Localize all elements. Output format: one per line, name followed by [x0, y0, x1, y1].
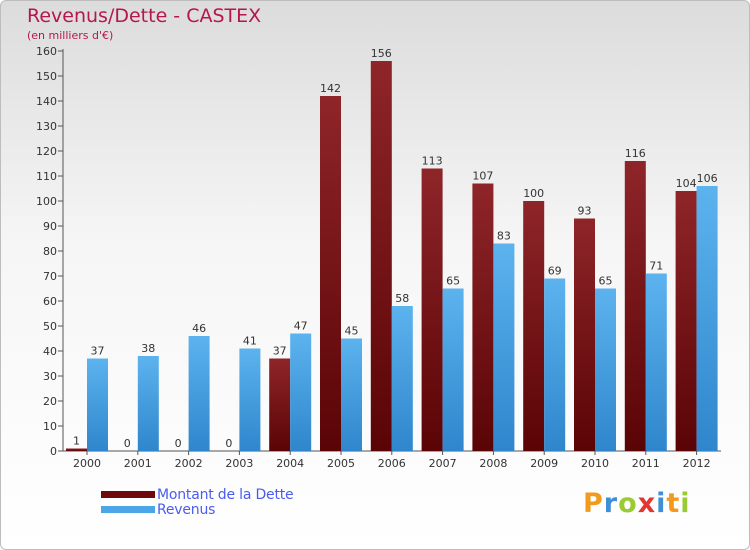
- chart-title: Revenus/Dette - CASTEX: [27, 5, 262, 27]
- legend-item-revenus: Revenus: [101, 501, 293, 518]
- logo-letter: o: [618, 488, 638, 519]
- data-label-dette-2002: 0: [175, 437, 182, 450]
- bar-revenus-2007: [442, 288, 464, 451]
- logo-letter: i: [680, 488, 691, 519]
- bar-revenus-2002: [188, 336, 210, 451]
- x-tick-label: 2009: [530, 457, 558, 470]
- y-tick-label: 150: [36, 70, 57, 83]
- y-tick-label: 80: [43, 245, 57, 258]
- y-tick-label: 50: [43, 320, 57, 333]
- bar-revenus-2005: [341, 338, 362, 451]
- data-label-revenus-2008: 83: [497, 230, 511, 243]
- legend-swatch-dette: [101, 491, 155, 498]
- bar-dette-2009: [523, 201, 545, 451]
- bar-revenus-2010: [595, 288, 616, 451]
- y-tick-label: 60: [43, 295, 57, 308]
- bar-dette-2006: [370, 61, 392, 451]
- bar-dette-2012: [675, 191, 697, 451]
- y-tick-label: 140: [36, 95, 57, 108]
- logo-letter: x: [637, 488, 657, 519]
- data-label-dette-2010: 93: [578, 205, 592, 218]
- y-tick-label: 110: [36, 170, 57, 183]
- y-tick-label: 30: [43, 370, 57, 383]
- proxiti-logo: Proxiti: [583, 488, 691, 519]
- bar-revenus-2006: [391, 306, 413, 451]
- data-label-dette-2007: 113: [422, 155, 443, 168]
- data-label-dette-2011: 116: [625, 147, 646, 160]
- data-label-revenus-2007: 65: [446, 275, 460, 288]
- bar-dette-2004: [269, 358, 291, 451]
- legend-swatch-revenus: [101, 506, 155, 513]
- y-tick-label: 40: [43, 345, 57, 358]
- y-tick-label: 10: [43, 420, 57, 433]
- data-label-revenus-2006: 58: [395, 292, 409, 305]
- data-label-dette-2006: 156: [371, 47, 392, 60]
- bar-revenus-2003: [239, 348, 261, 451]
- bar-dette-2007: [421, 168, 443, 451]
- x-tick-label: 2008: [479, 457, 507, 470]
- x-tick-label: 2002: [175, 457, 203, 470]
- bar-dette-2011: [624, 161, 646, 451]
- data-label-revenus-2004: 47: [294, 320, 308, 333]
- x-tick-label: 2010: [581, 457, 609, 470]
- bar-revenus-2012: [696, 186, 718, 451]
- logo-letter: r: [603, 488, 619, 519]
- bar-revenus-2001: [137, 356, 159, 451]
- chart-subtitle: (en milliers d'€): [27, 29, 114, 42]
- x-tick-label: 2012: [683, 457, 711, 470]
- data-label-revenus-2012: 106: [697, 172, 718, 185]
- x-tick-label: 2005: [327, 457, 355, 470]
- legend: Montant de la Dette Revenus: [101, 486, 294, 518]
- data-label-revenus-2002: 46: [192, 322, 206, 335]
- legend-item-dette: Montant de la Dette: [101, 486, 294, 503]
- y-tick-label: 160: [36, 45, 57, 58]
- y-tick-label: 90: [43, 220, 57, 233]
- x-tick-label: 2003: [225, 457, 253, 470]
- x-tick-label: 2011: [632, 457, 660, 470]
- data-label-revenus-2003: 41: [243, 335, 257, 348]
- legend-label-dette: Montant de la Dette: [157, 486, 294, 503]
- bar-revenus-2000: [87, 358, 108, 451]
- data-label-revenus-2010: 65: [599, 275, 613, 288]
- bar-dette-2000: [66, 448, 87, 451]
- y-tick-label: 100: [36, 195, 57, 208]
- data-label-dette-2009: 100: [523, 187, 544, 200]
- x-tick-label: 2000: [73, 457, 101, 470]
- bar-revenus-2011: [645, 273, 667, 451]
- bar-dette-2010: [574, 218, 595, 451]
- data-label-revenus-2005: 45: [345, 325, 359, 338]
- data-label-dette-2001: 0: [124, 437, 131, 450]
- bar-revenus-2004: [290, 333, 312, 451]
- data-label-dette-2008: 107: [472, 170, 493, 183]
- data-label-dette-2003: 0: [225, 437, 232, 450]
- data-label-dette-2004: 37: [273, 345, 287, 358]
- x-tick-label: 2004: [276, 457, 304, 470]
- y-tick-label: 20: [43, 395, 57, 408]
- logo-letter: P: [583, 488, 604, 519]
- data-label-revenus-2009: 69: [548, 265, 562, 278]
- logo-letter: t: [666, 488, 681, 519]
- x-tick-label: 2006: [378, 457, 406, 470]
- bar-dette-2008: [472, 183, 494, 451]
- data-label-dette-2012: 104: [676, 177, 697, 190]
- data-label-dette-2000: 1: [73, 435, 80, 448]
- data-label-revenus-2011: 71: [649, 260, 663, 273]
- bar-revenus-2008: [493, 243, 515, 451]
- y-tick-label: 120: [36, 145, 57, 158]
- y-tick-label: 130: [36, 120, 57, 133]
- bar-revenus-2009: [544, 278, 566, 451]
- data-label-revenus-2001: 38: [141, 342, 155, 355]
- legend-label-revenus: Revenus: [157, 501, 216, 518]
- bar-dette-2005: [320, 96, 341, 451]
- data-label-revenus-2000: 37: [91, 345, 105, 358]
- x-tick-label: 2001: [124, 457, 152, 470]
- y-tick-label: 0: [50, 445, 57, 458]
- x-tick-label: 2007: [429, 457, 457, 470]
- data-label-dette-2005: 142: [320, 82, 341, 95]
- y-tick-label: 70: [43, 270, 57, 283]
- logo-letter: i: [656, 488, 667, 519]
